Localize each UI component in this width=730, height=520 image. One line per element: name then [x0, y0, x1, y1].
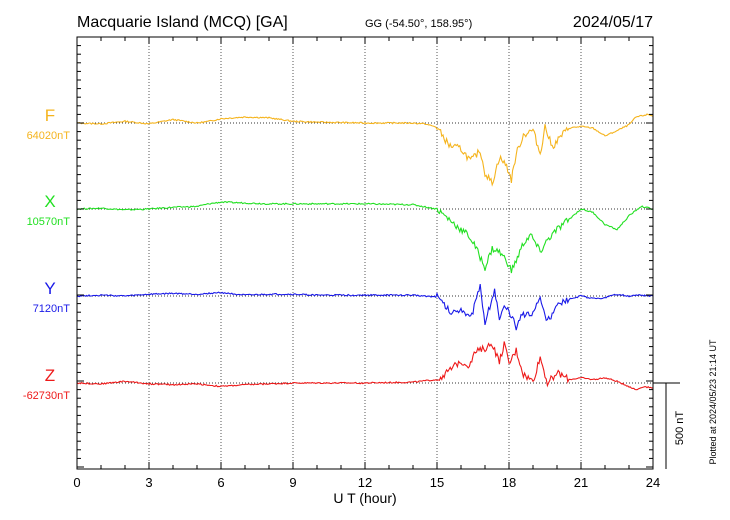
scale-bar-label: 500 nT: [674, 411, 686, 446]
x-tick-label: 0: [73, 475, 80, 490]
x-axis-label: U T (hour): [333, 490, 396, 506]
series-name-F: F: [45, 106, 55, 125]
x-tick-label: 6: [217, 475, 224, 490]
series-baseline-X: 10570nT: [27, 216, 71, 228]
series-line-F: [76, 113, 654, 187]
series-name-Y: Y: [44, 279, 55, 298]
series-name-X: X: [44, 192, 55, 211]
plotted-timestamp: Plotted at 2024/05/23 21:14 UT: [708, 339, 718, 465]
x-tick-label: 24: [646, 475, 660, 490]
x-tick-label: 18: [502, 475, 516, 490]
x-tick-label: 21: [574, 475, 588, 490]
plot-date: 2024/05/17: [573, 14, 653, 31]
grid: [148, 37, 582, 469]
x-tick-label: 3: [145, 475, 152, 490]
series-baseline-Z: -62730nT: [23, 390, 70, 402]
axis-ticks: 0 3 6 9 12 15 18 21 24: [73, 37, 660, 490]
x-tick-label: 15: [430, 475, 444, 490]
station-title: Macquarie Island (MCQ) [GA]: [77, 14, 288, 31]
station-coordinates: GG (-54.50°, 158.95°): [365, 18, 472, 30]
series-name-Z: Z: [45, 366, 55, 385]
x-tick-label: 9: [289, 475, 296, 490]
series-lines: [76, 113, 654, 391]
series-baseline-F: 64020nT: [27, 130, 71, 142]
series-line-Z: [76, 341, 654, 391]
series-labels: F 64020nT X 10570nT Y 7120nT Z -62730nT: [23, 106, 70, 402]
series-line-Y: [77, 284, 654, 331]
x-tick-label: 12: [358, 475, 372, 490]
series-baseline-Y: 7120nT: [33, 303, 71, 315]
series-line-X: [76, 201, 654, 274]
